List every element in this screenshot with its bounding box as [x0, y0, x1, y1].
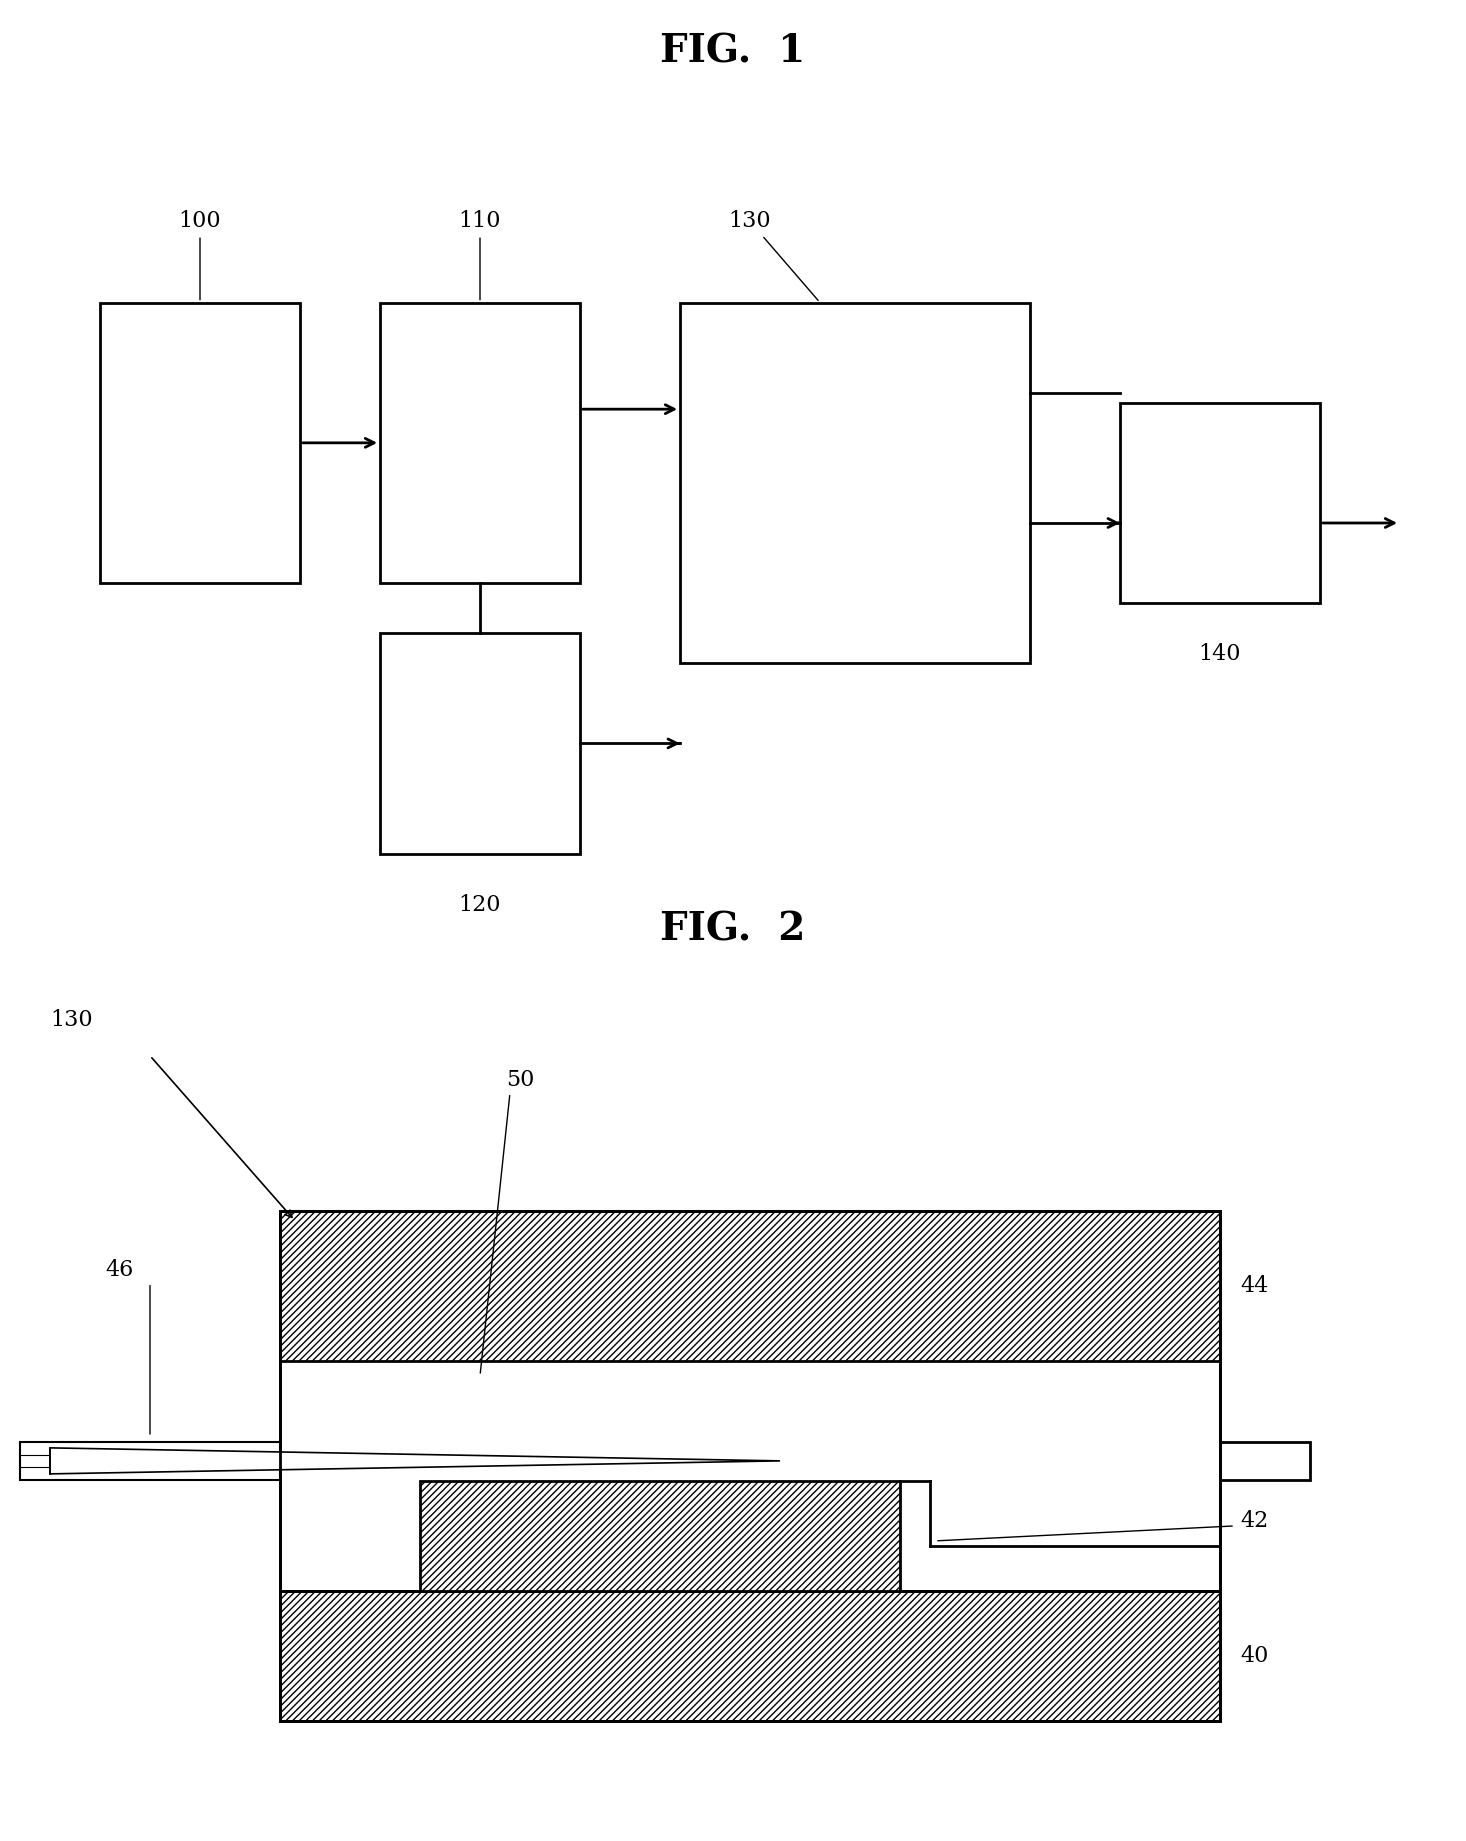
Bar — [21, 1442, 280, 1480]
Text: 44: 44 — [1240, 1274, 1268, 1296]
Text: 130: 130 — [50, 1009, 92, 1031]
Bar — [680, 302, 1031, 663]
Text: 110: 110 — [459, 210, 501, 300]
Bar — [419, 1480, 900, 1591]
Polygon shape — [50, 1447, 780, 1475]
Text: 40: 40 — [1240, 1646, 1268, 1666]
Bar — [380, 302, 581, 584]
Text: 50: 50 — [506, 1070, 534, 1090]
Text: FIG.  2: FIG. 2 — [660, 911, 806, 948]
Text: 100: 100 — [179, 210, 221, 300]
Text: 46: 46 — [106, 1259, 133, 1281]
Text: 140: 140 — [1199, 643, 1242, 665]
Bar — [280, 1591, 1220, 1721]
Bar — [1220, 1442, 1311, 1480]
Bar — [100, 302, 301, 584]
Text: 48: 48 — [1240, 1451, 1268, 1471]
Text: 120: 120 — [459, 893, 501, 915]
Text: 42: 42 — [1240, 1510, 1268, 1532]
Text: 130: 130 — [729, 210, 818, 300]
Bar — [280, 1211, 1220, 1721]
Bar — [1120, 403, 1319, 604]
Bar — [380, 633, 581, 854]
Bar — [280, 1211, 1220, 1360]
Text: FIG.  1: FIG. 1 — [660, 31, 806, 70]
